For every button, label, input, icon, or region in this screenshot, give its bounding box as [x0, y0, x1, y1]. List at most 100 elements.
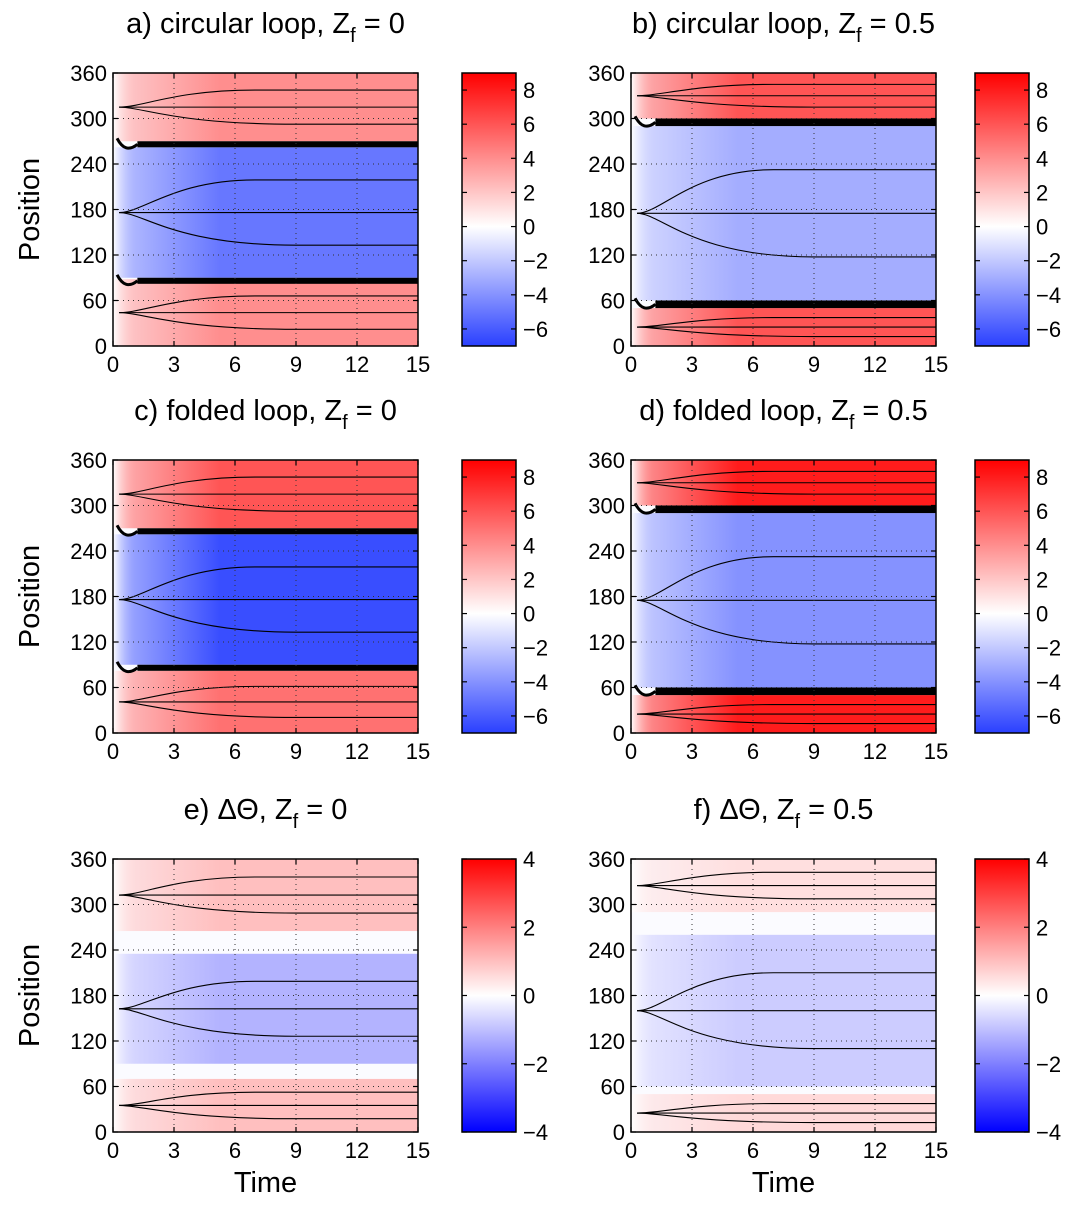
- x-tick-label: 12: [345, 739, 369, 764]
- y-tick-label: 360: [588, 448, 625, 473]
- contour-line: [119, 876, 418, 896]
- x-tick-label: 12: [863, 739, 887, 764]
- colorbar-tick-label: −6: [1036, 317, 1061, 342]
- y-tick-label: 300: [70, 107, 107, 132]
- x-tick-label: 12: [345, 1138, 369, 1163]
- contour-line: [119, 211, 418, 246]
- front-band-1: [137, 664, 418, 671]
- x-tick-label: 0: [107, 352, 119, 377]
- y-tick-label: 300: [588, 494, 625, 519]
- y-tick-label: 180: [70, 585, 107, 610]
- colorbar-tick-label: 4: [1036, 146, 1048, 171]
- x-tick-label: 15: [924, 739, 948, 764]
- colorbar-tick-label: −2: [1036, 636, 1061, 661]
- x-tick-label: 0: [625, 352, 637, 377]
- front-onset: [115, 137, 139, 150]
- contour-line: [637, 482, 936, 495]
- colorbar-tick-label: −2: [523, 1052, 548, 1077]
- y-tick-label: 60: [601, 289, 625, 314]
- y-tick-label: 360: [70, 847, 107, 872]
- front-band-1: [655, 300, 936, 309]
- contour-line: [637, 884, 936, 900]
- colorbar-tick-label: 0: [523, 602, 535, 627]
- contour-line: [637, 599, 936, 645]
- x-tick-label: 6: [747, 739, 759, 764]
- x-tick-label: 0: [107, 1138, 119, 1163]
- contour-line: [119, 106, 418, 125]
- y-tick-label: 240: [588, 152, 625, 177]
- y-tick-label: 0: [95, 1120, 107, 1145]
- contour-line: [637, 169, 936, 214]
- contour-line: [637, 1112, 936, 1124]
- colorbar-tick-label: 6: [523, 499, 535, 524]
- colorbar-scale: [461, 459, 517, 734]
- y-tick-label: 120: [588, 243, 625, 268]
- contour-line: [119, 1008, 418, 1037]
- colorbar-tick-label: 6: [1036, 112, 1048, 137]
- x-tick-label: 3: [168, 1138, 180, 1163]
- y-tick-label: 300: [588, 107, 625, 132]
- colorbar-tick-label: 6: [523, 112, 535, 137]
- colorbar-scale: [461, 858, 517, 1133]
- x-tick-label: 15: [406, 739, 430, 764]
- colorbar: 8 6 4 2 0 −2 −4 −6: [461, 459, 548, 734]
- panel-title: a) circular loop, Zf = 0: [126, 8, 405, 47]
- colorbar-tick-label: 0: [1036, 215, 1048, 240]
- x-tick-label: 12: [345, 352, 369, 377]
- plot-area: [113, 460, 418, 733]
- x-tick-label: 15: [406, 1138, 430, 1163]
- x-tick-label: 0: [625, 1138, 637, 1163]
- y-tick-label: 0: [613, 721, 625, 746]
- contour-line: [119, 894, 418, 914]
- colorbar-tick-label: −4: [523, 283, 548, 308]
- colorbar-tick-label: −6: [1036, 704, 1061, 729]
- contour-line: [119, 295, 418, 314]
- colorbar-tick-label: 6: [1036, 499, 1048, 524]
- y-tick-label: 360: [70, 61, 107, 86]
- front-band-0: [655, 505, 936, 514]
- y-tick-label: 240: [70, 938, 107, 963]
- y-tick-label: 180: [70, 984, 107, 1009]
- contour-line: [637, 713, 936, 725]
- front-band-0: [137, 528, 418, 535]
- x-tick-label: 9: [808, 739, 820, 764]
- colorbar: 8 6 4 2 0 −2 −4 −6: [974, 72, 1061, 347]
- y-tick-label: 120: [588, 1029, 625, 1054]
- x-tick-label: 12: [863, 352, 887, 377]
- front-band-0: [655, 118, 936, 127]
- x-tick-label: 3: [686, 1138, 698, 1163]
- colorbar-tick-label: 0: [1036, 602, 1048, 627]
- y-tick-label: 60: [601, 676, 625, 701]
- x-tick-label: 3: [686, 739, 698, 764]
- colorbar-tick-label: −4: [1036, 670, 1061, 695]
- y-tick-label: 60: [83, 1075, 107, 1100]
- y-tick-label: 60: [601, 1075, 625, 1100]
- x-tick-label: 6: [747, 1138, 759, 1163]
- y-axis-label: Position: [14, 944, 46, 1047]
- x-tick-label: 15: [924, 1138, 948, 1163]
- y-tick-label: 180: [588, 198, 625, 223]
- plot-area: [631, 460, 936, 733]
- contour-line: [637, 326, 936, 338]
- front-onset: [115, 661, 139, 674]
- colorbar-tick-label: 4: [1036, 533, 1048, 558]
- y-tick-label: 240: [70, 539, 107, 564]
- x-tick-label: 15: [924, 352, 948, 377]
- colorbar-tick-label: −2: [1036, 1052, 1061, 1077]
- contour-line: [637, 1010, 936, 1050]
- y-tick-label: 240: [588, 539, 625, 564]
- x-tick-label: 0: [107, 739, 119, 764]
- x-tick-label: 9: [290, 1138, 302, 1163]
- x-tick-label: 9: [808, 352, 820, 377]
- colorbar-tick-label: 2: [523, 180, 535, 205]
- y-tick-label: 240: [70, 152, 107, 177]
- contour-line: [119, 1104, 418, 1120]
- panel-title: e) ΔΘ, Zf = 0: [184, 794, 348, 833]
- colorbar-tick-label: −6: [523, 704, 548, 729]
- contour-line: [637, 972, 936, 1012]
- colorbar-tick-label: 2: [1036, 180, 1048, 205]
- panel-title: b) circular loop, Zf = 0.5: [632, 8, 935, 47]
- colorbar-scale: [974, 459, 1030, 734]
- y-tick-label: 180: [588, 585, 625, 610]
